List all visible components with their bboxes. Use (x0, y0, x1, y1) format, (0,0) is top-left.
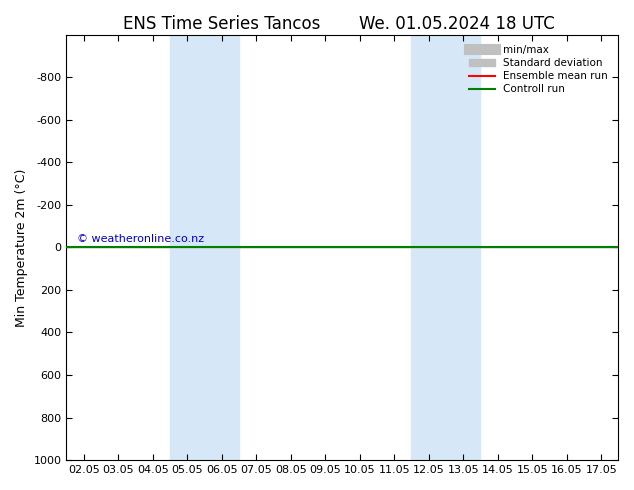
Bar (411, 35, 481, 460)
Text: © weatheronline.co.nz: © weatheronline.co.nz (77, 234, 205, 244)
Text: We. 01.05.2024 18 UTC: We. 01.05.2024 18 UTC (359, 15, 554, 33)
Bar (170, 35, 239, 460)
Legend: min/max, Standard deviation, Ensemble mean run, Controll run: min/max, Standard deviation, Ensemble me… (463, 40, 613, 99)
Text: ENS Time Series Tancos: ENS Time Series Tancos (123, 15, 321, 33)
Y-axis label: Min Temperature 2m (°C): Min Temperature 2m (°C) (15, 168, 28, 326)
